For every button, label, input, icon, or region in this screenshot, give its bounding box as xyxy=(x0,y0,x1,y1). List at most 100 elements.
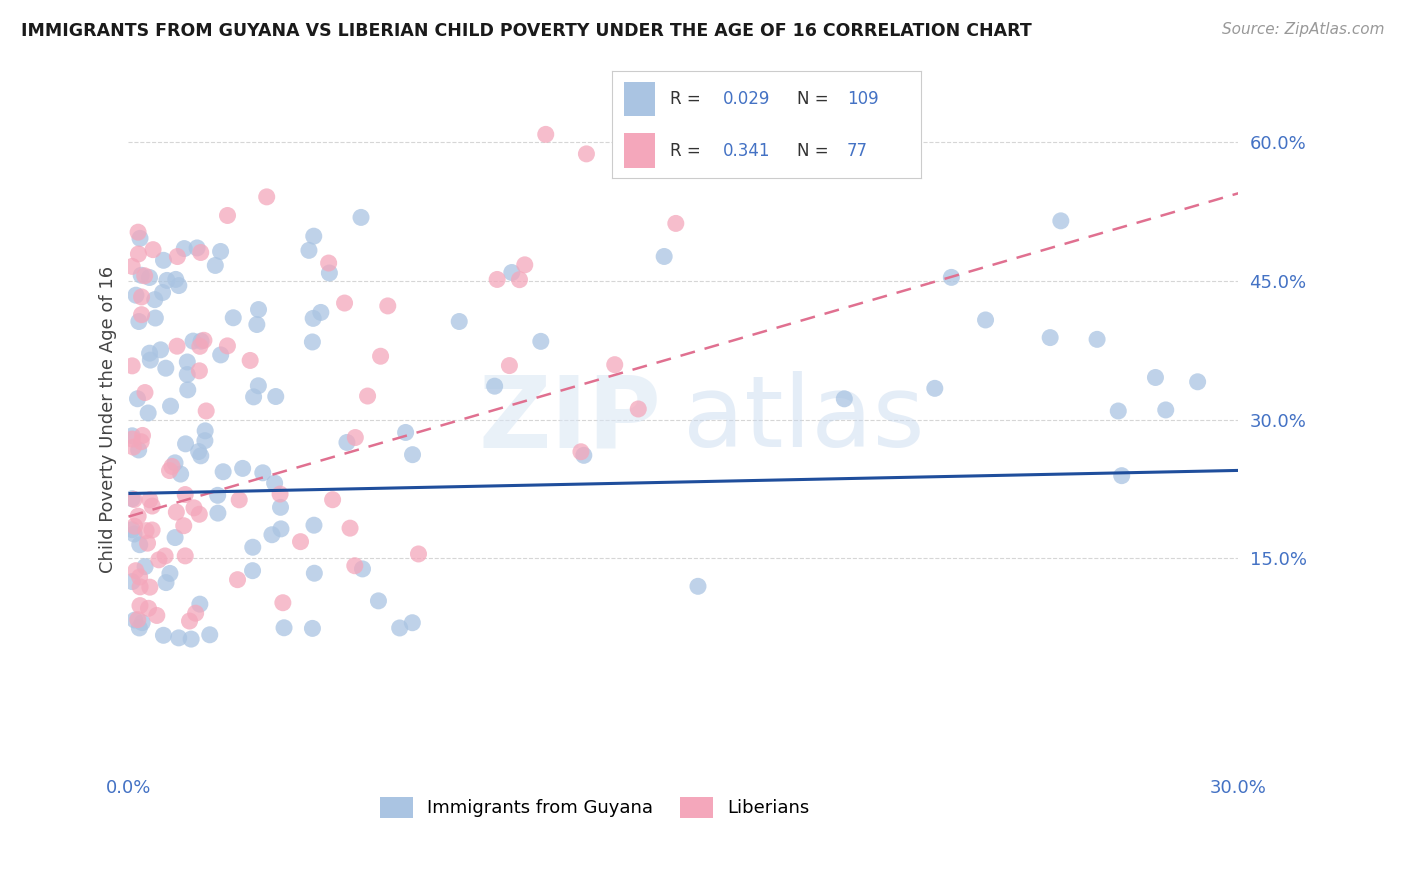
Point xyxy=(128,538,150,552)
Point xyxy=(212,465,235,479)
Point xyxy=(190,334,212,348)
Point xyxy=(256,190,278,204)
Point xyxy=(128,314,150,328)
Text: 0.341: 0.341 xyxy=(723,142,770,160)
Point xyxy=(141,523,163,537)
Bar xyxy=(624,82,655,116)
Point xyxy=(627,401,650,416)
Point xyxy=(134,559,156,574)
Point xyxy=(232,461,254,475)
Point xyxy=(174,437,197,451)
Point xyxy=(686,579,709,593)
Point xyxy=(193,334,215,348)
Point xyxy=(188,597,211,611)
Point xyxy=(239,353,262,368)
Point xyxy=(1050,214,1073,228)
Point xyxy=(136,406,159,420)
Point xyxy=(207,506,229,520)
Point xyxy=(298,244,321,258)
Point xyxy=(247,302,270,317)
Point xyxy=(183,500,205,515)
Point xyxy=(534,128,557,142)
Point xyxy=(138,346,160,360)
Point xyxy=(121,429,143,443)
Point xyxy=(180,632,202,646)
Point xyxy=(301,621,323,635)
Point xyxy=(401,448,423,462)
Point xyxy=(190,449,212,463)
Bar xyxy=(624,134,655,168)
Point xyxy=(152,253,174,268)
Point xyxy=(217,209,239,223)
Point xyxy=(501,265,523,279)
Point xyxy=(264,390,287,404)
Point xyxy=(530,334,553,349)
Point xyxy=(302,229,325,244)
Point xyxy=(226,573,249,587)
Point xyxy=(186,241,208,255)
Point xyxy=(146,608,169,623)
Point xyxy=(924,381,946,395)
Point xyxy=(271,596,294,610)
Point xyxy=(128,621,150,635)
Text: Source: ZipAtlas.com: Source: ZipAtlas.com xyxy=(1222,22,1385,37)
Point xyxy=(131,428,153,442)
Point xyxy=(394,425,416,440)
Point xyxy=(209,244,232,259)
Text: 109: 109 xyxy=(846,90,879,108)
Point xyxy=(508,273,530,287)
Point xyxy=(247,378,270,392)
Point xyxy=(188,364,211,378)
Point xyxy=(139,580,162,594)
Point xyxy=(142,243,165,257)
Point xyxy=(377,299,399,313)
Text: ZIP: ZIP xyxy=(478,371,661,468)
Point xyxy=(188,508,211,522)
Point xyxy=(352,562,374,576)
Point xyxy=(143,293,166,307)
Point xyxy=(167,278,190,293)
Point xyxy=(121,432,143,446)
Point xyxy=(135,524,157,538)
Point xyxy=(143,311,166,326)
Point xyxy=(173,242,195,256)
Point xyxy=(128,570,150,584)
Point xyxy=(449,314,471,328)
Text: N =: N = xyxy=(797,90,828,108)
Point xyxy=(152,285,174,300)
Point xyxy=(167,631,190,645)
Point xyxy=(153,549,176,563)
Point xyxy=(486,272,509,286)
Point xyxy=(408,547,430,561)
Point xyxy=(131,290,153,304)
Point xyxy=(131,308,153,322)
Point xyxy=(572,448,595,462)
Point xyxy=(343,558,366,573)
Point xyxy=(121,491,143,506)
Point xyxy=(401,615,423,630)
Point xyxy=(155,361,177,376)
Point xyxy=(165,505,187,519)
Point xyxy=(333,296,356,310)
Point xyxy=(166,339,188,353)
Point xyxy=(169,467,191,481)
Point xyxy=(1039,330,1062,344)
Point xyxy=(356,389,378,403)
Point xyxy=(322,492,344,507)
Point xyxy=(263,476,285,491)
Text: atlas: atlas xyxy=(683,371,925,468)
Point xyxy=(187,444,209,458)
Point xyxy=(1154,403,1177,417)
Point xyxy=(121,359,143,373)
Point xyxy=(190,245,212,260)
Point xyxy=(209,348,232,362)
Point xyxy=(125,564,148,578)
Point xyxy=(304,566,326,581)
Point xyxy=(129,580,152,594)
Point xyxy=(301,334,323,349)
Point xyxy=(124,613,146,627)
Text: 0.029: 0.029 xyxy=(723,90,770,108)
Point xyxy=(138,601,160,615)
Point xyxy=(129,231,152,245)
Point xyxy=(575,147,598,161)
